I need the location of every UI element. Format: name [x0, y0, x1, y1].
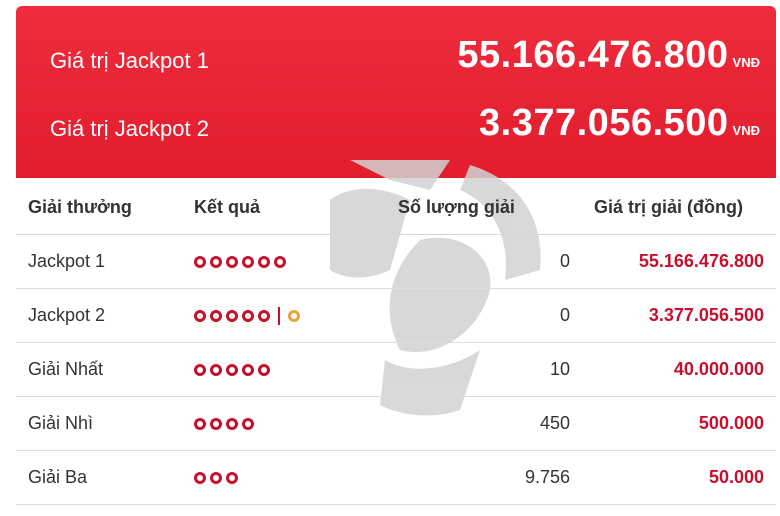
header-result: Kết quả — [182, 180, 386, 235]
result-cell — [182, 342, 386, 397]
prize-name: Jackpot 2 — [16, 288, 182, 343]
prize-name: Giải Nhì — [16, 396, 182, 451]
prize-count: 9.756 — [386, 450, 582, 505]
prize-table-header: Giải thưởng Kết quả Số lượng giải Giá tr… — [16, 180, 776, 235]
ball-icon — [226, 417, 238, 430]
prize-table: Giải thưởng Kết quả Số lượng giải Giá tr… — [16, 180, 776, 505]
ball-icon — [258, 255, 270, 268]
prize-name: Giải Nhất — [16, 342, 182, 397]
ball-icon — [194, 417, 206, 430]
result-balls — [194, 255, 374, 268]
result-balls — [194, 306, 374, 325]
ball-icon — [194, 471, 206, 484]
ball-icon — [242, 309, 254, 322]
ball-icon — [194, 255, 206, 268]
jackpot-1-label: Giá trị Jackpot 1 — [50, 48, 209, 73]
header-count: Số lượng giải — [386, 180, 582, 235]
prize-value: 3.377.056.500 — [582, 288, 776, 343]
ball-icon — [210, 471, 222, 484]
ball-icon — [274, 255, 286, 268]
jackpot-2-value: 3.377.056.500 VNĐ — [479, 102, 760, 145]
ball-icon — [210, 255, 222, 268]
table-row: Giải Ba 9.756 50.000 — [16, 450, 776, 505]
jackpot-2-unit: VNĐ — [732, 123, 760, 138]
prize-name: Giải Ba — [16, 450, 182, 505]
result-cell — [182, 234, 386, 289]
table-row: Jackpot 1 0 55.166.476.800 — [16, 234, 776, 289]
prize-value: 500.000 — [582, 396, 776, 451]
jackpot-2-row: Giá trị Jackpot 2 3.377.056.500 VNĐ — [16, 98, 776, 158]
prize-count: 10 — [386, 342, 582, 397]
jackpot-2-amount: 3.377.056.500 — [479, 102, 729, 144]
result-cell — [182, 396, 386, 451]
ball-icon — [210, 417, 222, 430]
prize-count: 0 — [386, 234, 582, 289]
header-value: Giá trị giải (đồng) — [582, 180, 776, 235]
ball-icon — [226, 309, 238, 322]
prize-name: Jackpot 1 — [16, 234, 182, 289]
table-row: Jackpot 2 0 3.377.056.500 — [16, 288, 776, 343]
result-cell — [182, 450, 386, 505]
jackpot-1-value: 55.166.476.800 VNĐ — [457, 34, 760, 77]
result-balls — [194, 363, 374, 376]
prize-value: 40.000.000 — [582, 342, 776, 397]
result-balls — [194, 417, 374, 430]
ball-icon — [226, 363, 238, 376]
ball-icon — [226, 255, 238, 268]
prize-count: 450 — [386, 396, 582, 451]
ball-icon — [210, 363, 222, 376]
result-cell — [182, 288, 386, 343]
ball-icon — [258, 309, 270, 322]
ball-icon — [210, 309, 222, 322]
prize-value: 50.000 — [582, 450, 776, 505]
jackpot-1-unit: VNĐ — [732, 55, 760, 70]
bonus-separator — [278, 306, 280, 325]
prize-count: 0 — [386, 288, 582, 343]
jackpot-1-amount: 55.166.476.800 — [457, 34, 729, 76]
result-balls — [194, 471, 374, 484]
jackpot-2-label: Giá trị Jackpot 2 — [50, 116, 209, 141]
prize-value: 55.166.476.800 — [582, 234, 776, 289]
ball-icon — [242, 255, 254, 268]
ball-icon — [242, 363, 254, 376]
ball-icon — [258, 363, 270, 376]
ball-icon — [242, 417, 254, 430]
ball-icon — [226, 471, 238, 484]
jackpot-1-row: Giá trị Jackpot 1 55.166.476.800 VNĐ — [16, 30, 776, 90]
table-row: Giải Nhất 10 40.000.000 — [16, 342, 776, 397]
table-row: Giải Nhì 450 500.000 — [16, 396, 776, 451]
header-prize: Giải thưởng — [16, 180, 182, 235]
ball-icon — [194, 363, 206, 376]
bonus-ball-icon — [288, 309, 300, 322]
jackpot-banner: Giá trị Jackpot 1 55.166.476.800 VNĐ Giá… — [16, 6, 776, 178]
ball-icon — [194, 309, 206, 322]
